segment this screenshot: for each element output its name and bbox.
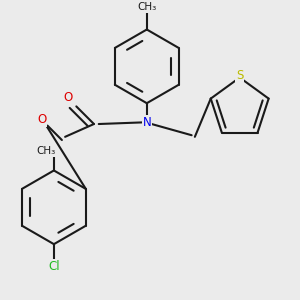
Text: CH₃: CH₃ (137, 2, 156, 12)
Text: Cl: Cl (48, 260, 60, 273)
Text: O: O (37, 113, 46, 126)
Text: S: S (236, 70, 243, 83)
Text: O: O (63, 91, 72, 104)
Text: N: N (142, 116, 151, 129)
Text: CH₃: CH₃ (36, 146, 56, 156)
